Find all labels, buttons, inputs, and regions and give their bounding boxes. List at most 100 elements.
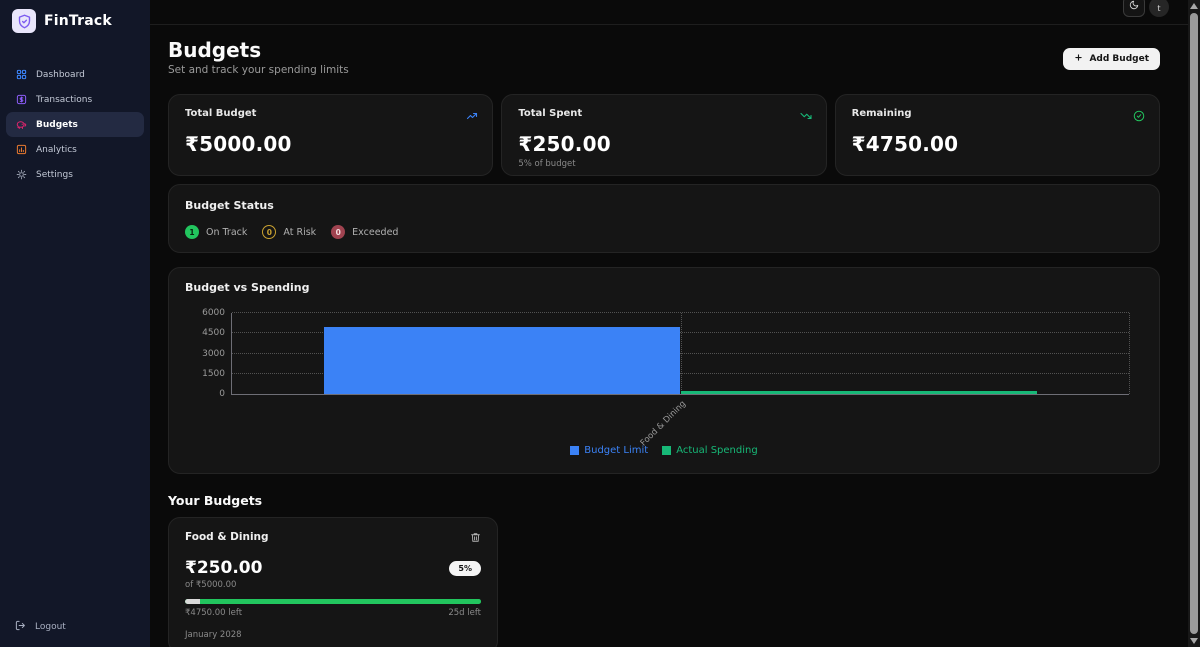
sidebar-item-analytics[interactable]: Analytics <box>6 137 144 162</box>
stats-row: Total Budget ₹5000.00 Total Spent ₹250.0… <box>168 94 1160 176</box>
your-budgets-title: Your Budgets <box>168 493 263 508</box>
chart-bar-actual-spending <box>680 390 1037 394</box>
sidebar: FinTrack Dashboard Transactions Budgets <box>0 0 150 647</box>
stat-value: ₹250.00 <box>518 132 611 156</box>
x-axis-category-label: Food & Dining <box>638 399 688 449</box>
grid-icon <box>15 69 27 81</box>
budget-percent-badge: 5% <box>449 560 481 576</box>
y-axis-tick-label: 0 <box>219 389 225 399</box>
piggy-bank-icon <box>15 119 27 131</box>
progress-remaining-segment <box>199 599 481 604</box>
page-header: Budgets Set and track your spending limi… <box>168 39 1160 76</box>
logout-label: Logout <box>35 622 66 632</box>
logout-icon <box>15 620 26 634</box>
add-budget-label: Add Budget <box>1089 54 1149 64</box>
trending-up-icon <box>466 107 478 126</box>
plus-icon <box>1074 53 1083 65</box>
sidebar-item-label: Dashboard <box>36 69 85 80</box>
sidebar-item-label: Analytics <box>36 144 77 155</box>
budget-name: Food & Dining <box>185 531 269 543</box>
exceeded-label: Exceeded <box>352 226 399 238</box>
delete-budget-button[interactable] <box>470 532 481 543</box>
budget-spent-amount: ₹250.00 <box>185 558 263 578</box>
scrollbar-down-arrow[interactable] <box>1190 638 1198 644</box>
legend-swatch <box>570 446 580 455</box>
trash-icon <box>470 531 481 546</box>
sidebar-item-transactions[interactable]: Transactions <box>6 87 144 112</box>
stat-label: Total Budget <box>185 108 257 119</box>
budget-of-text: of ₹5000.00 <box>185 580 237 590</box>
stat-subtext: 5% of budget <box>518 159 576 169</box>
legend-label: Budget Limit <box>584 445 649 456</box>
app-name: FinTrack <box>44 13 112 29</box>
bar-chart-icon <box>15 144 27 156</box>
moon-icon <box>1129 0 1139 13</box>
scrollbar-up-arrow[interactable] <box>1190 3 1198 9</box>
at-risk-count-badge: 0 <box>262 225 277 239</box>
progress-spent-segment <box>185 599 200 604</box>
theme-toggle-button[interactable] <box>1123 0 1145 17</box>
add-budget-button[interactable]: Add Budget <box>1063 48 1160 70</box>
sidebar-item-label: Budgets <box>36 119 78 130</box>
at-risk-label: At Risk <box>283 226 317 238</box>
sidebar-footer: Logout <box>0 620 150 647</box>
total-budget-card: Total Budget ₹5000.00 <box>168 94 494 176</box>
stat-label: Total Spent <box>518 108 583 119</box>
chart-gridline <box>232 312 1129 313</box>
sidebar-item-dashboard[interactable]: Dashboard <box>6 62 144 87</box>
avatar-initial: t <box>1157 4 1161 13</box>
status-exceeded: 0 Exceeded <box>331 225 398 239</box>
budget-vs-spending-card: Budget vs Spending 0 1500 3000 4500 6000 Food… <box>168 267 1160 474</box>
stat-value: ₹4750.00 <box>851 132 959 156</box>
chart-title: Budget vs Spending <box>185 281 310 294</box>
budget-period: January 2028 <box>185 630 242 640</box>
bar-chart: 0 1500 3000 4500 6000 Food & Dining Budget Li… <box>185 295 1143 463</box>
budget-item-card: Food & Dining ₹250.00 5% of ₹5000.00 ₹47… <box>168 517 498 647</box>
trending-down-icon <box>800 107 812 126</box>
sidebar-item-label: Transactions <box>36 94 93 105</box>
y-axis-tick-label: 6000 <box>202 308 225 318</box>
stat-label: Remaining <box>851 108 912 119</box>
legend-label: Actual Spending <box>676 445 758 456</box>
stat-value: ₹5000.00 <box>185 132 292 156</box>
main-content: Budgets Set and track your spending limi… <box>150 25 1188 647</box>
legend-item[interactable]: Budget Limit <box>570 445 648 456</box>
scrollbar-thumb[interactable] <box>1190 13 1198 634</box>
legend-swatch <box>662 446 672 455</box>
y-axis-tick-label: 4500 <box>202 328 225 339</box>
exceeded-count-badge: 0 <box>331 225 346 239</box>
shield-check-icon <box>12 9 36 33</box>
budget-progress-bar <box>185 599 481 604</box>
remaining-card: Remaining ₹4750.00 <box>834 94 1160 176</box>
chart-legend: Budget Limit Actual Spending <box>185 445 1143 456</box>
user-avatar[interactable]: t <box>1149 0 1169 17</box>
y-axis-tick-label: 1500 <box>202 368 225 379</box>
sidebar-item-label: Settings <box>36 169 73 180</box>
on-track-label: On Track <box>206 226 248 238</box>
check-circle-icon <box>1133 107 1145 126</box>
dollar-square-icon <box>15 94 27 106</box>
budget-status-items: 1 On Track 0 At Risk 0 Exceeded <box>185 225 1143 239</box>
gear-icon <box>15 169 27 181</box>
topbar: t <box>150 0 1188 25</box>
chart-vertical-gridline <box>680 313 682 394</box>
page-title: Budgets <box>168 38 262 62</box>
chart-vertical-gridline <box>1129 313 1130 394</box>
app-logo: FinTrack <box>0 0 150 41</box>
page-subtitle: Set and track your spending limits <box>168 64 349 76</box>
budget-days-left: 25d left <box>448 608 481 618</box>
legend-item[interactable]: Actual Spending <box>662 445 758 456</box>
logout-button[interactable]: Logout <box>15 620 135 634</box>
sidebar-item-budgets[interactable]: Budgets <box>6 112 144 137</box>
chart-bar-budget-limit <box>324 326 681 394</box>
sidebar-nav: Dashboard Transactions Budgets Analytics <box>0 62 150 187</box>
y-axis-tick-label: 3000 <box>202 348 225 359</box>
budget-remaining-text: ₹4750.00 left <box>185 608 243 618</box>
sidebar-item-settings[interactable]: Settings <box>6 162 144 187</box>
scrollbar[interactable] <box>1188 0 1200 647</box>
status-on-track: 1 On Track <box>185 225 247 239</box>
on-track-count-badge: 1 <box>185 225 199 239</box>
status-at-risk: 0 At Risk <box>262 225 316 239</box>
chart-plot-area: 0 1500 3000 4500 6000 Food & Dining <box>202 308 1130 448</box>
